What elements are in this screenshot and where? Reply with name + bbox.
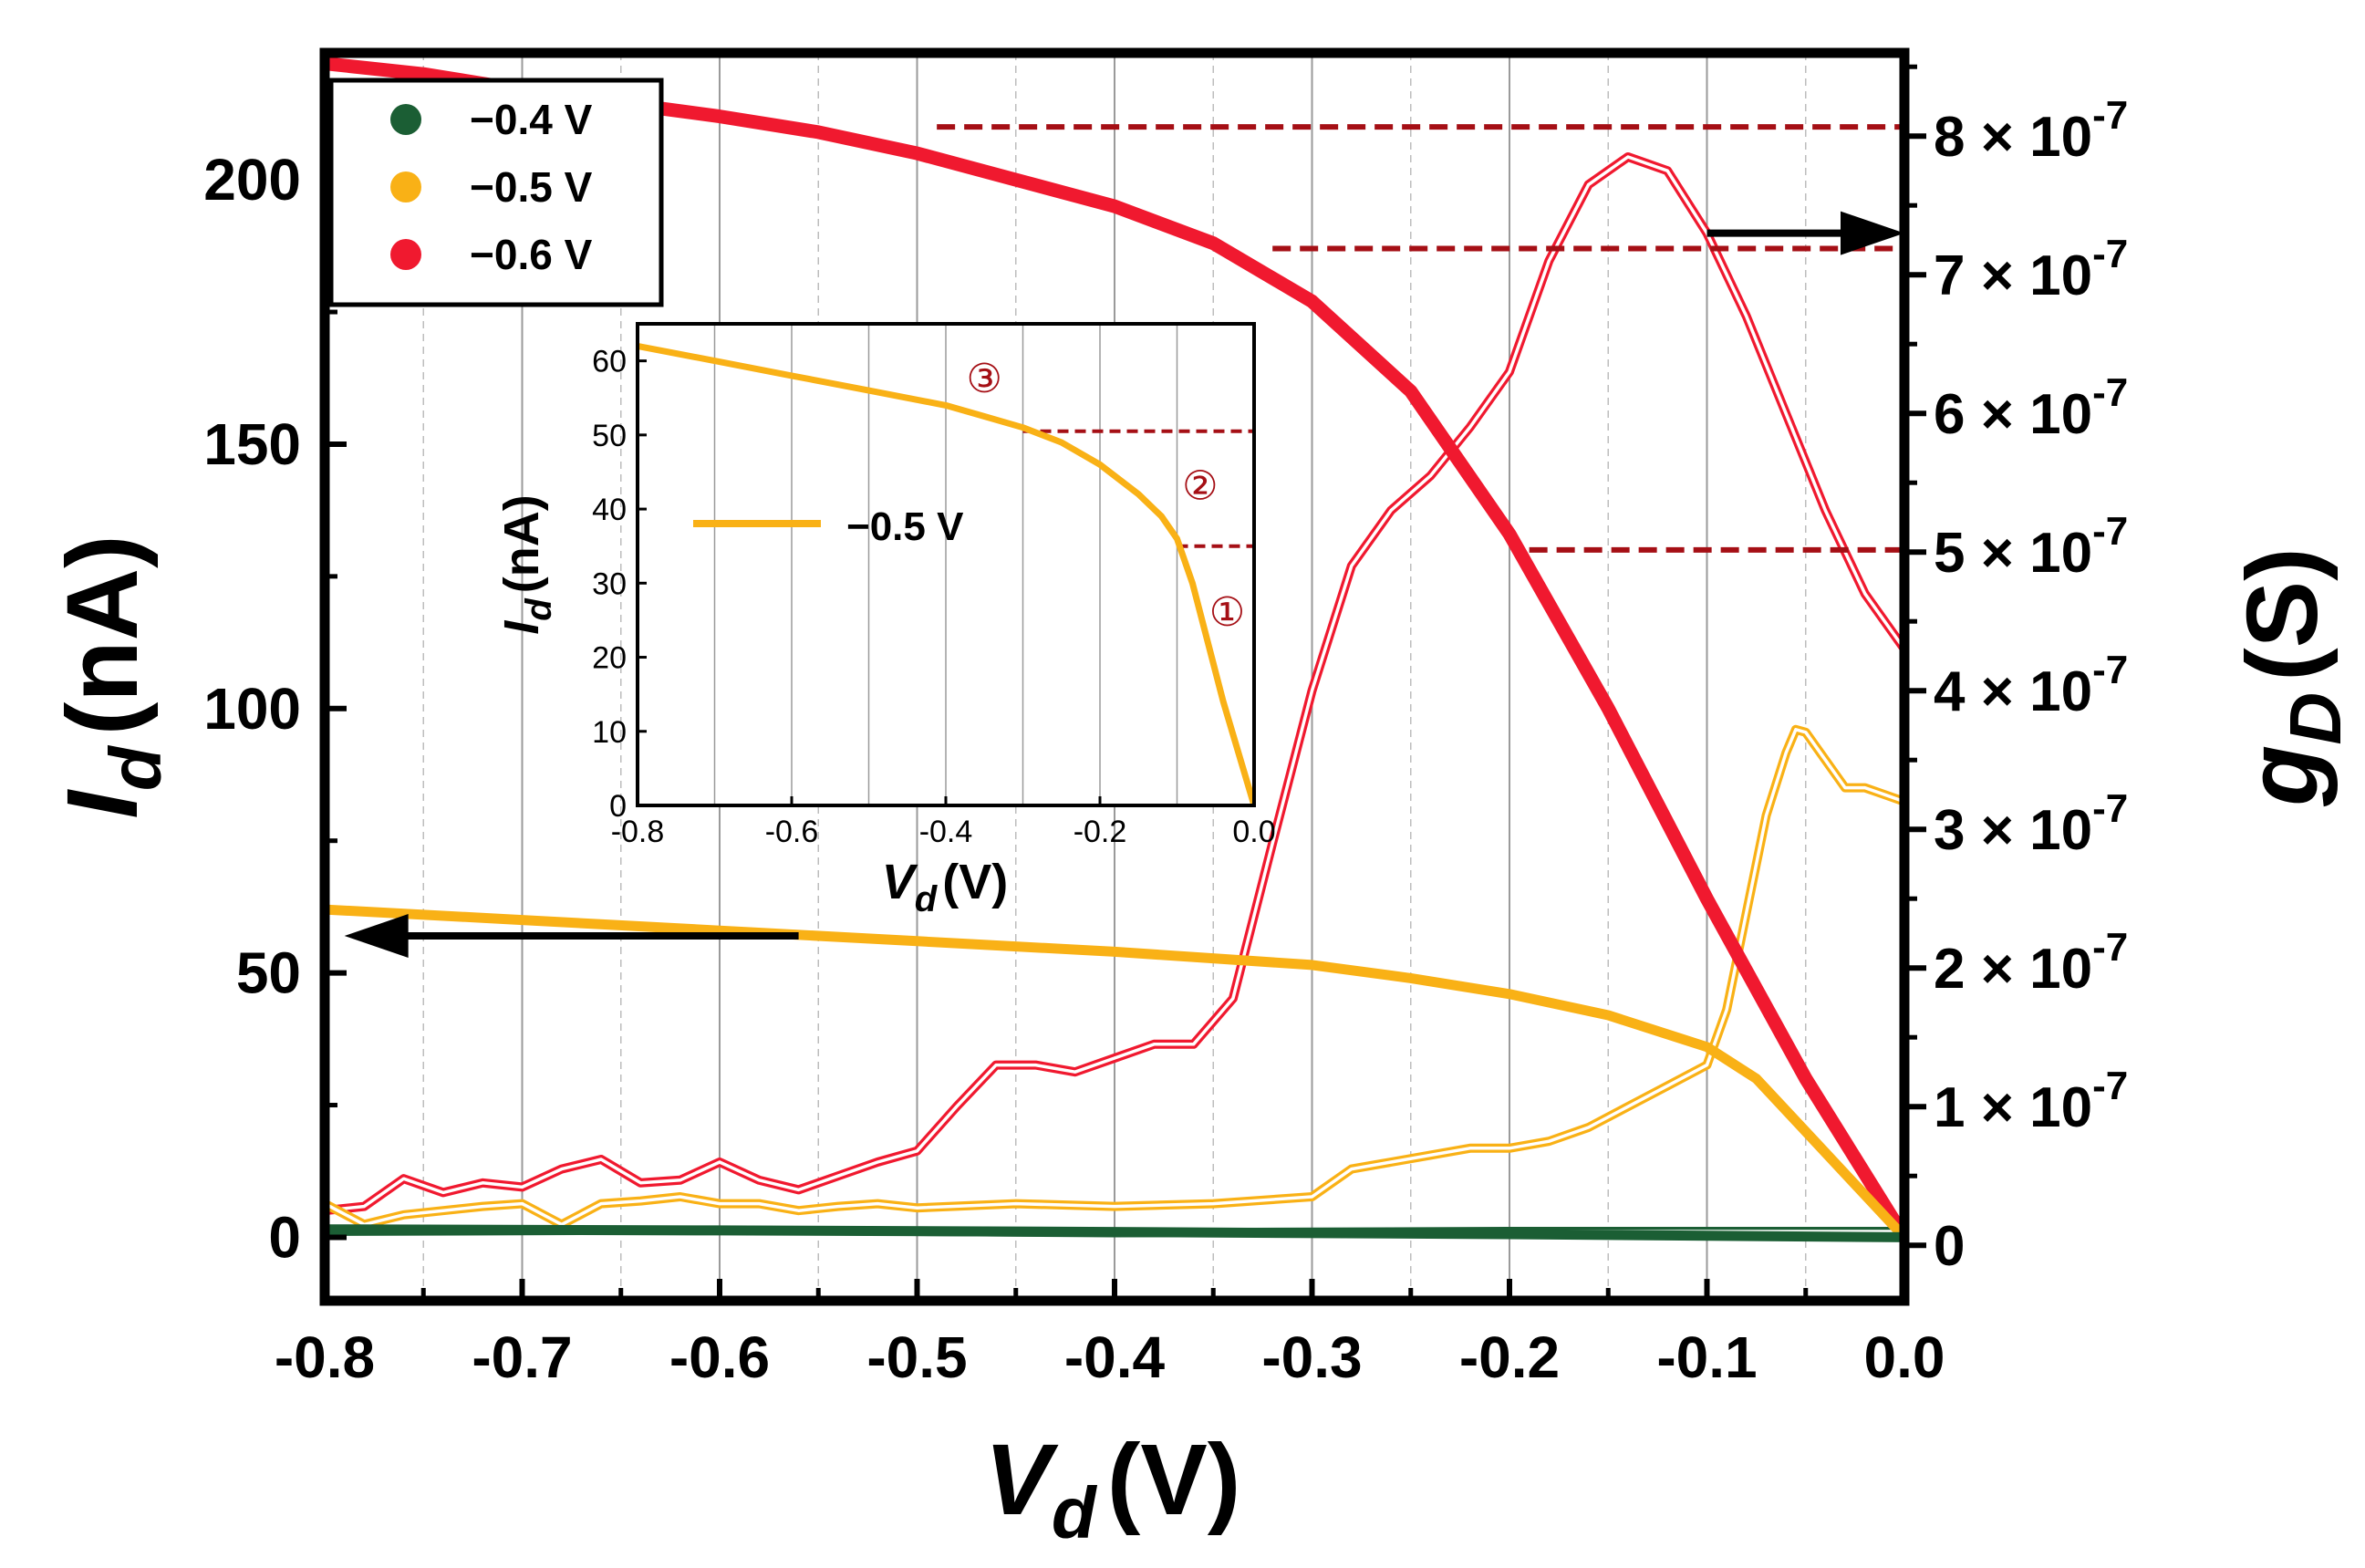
x-tick-label: -0.2 [1459,1324,1560,1390]
inset-y-tick-label: 10 [592,715,627,750]
x-tick-label: -0.3 [1261,1324,1362,1390]
x-tick-label: 0.0 [1864,1324,1945,1390]
x-axis-title: Vd (V) [985,1424,1241,1553]
inset-x-tick-label: -0.8 [611,815,665,849]
inset-y-axis-title: Id(nA) [494,494,559,634]
inset-y-tick-label: 20 [592,641,627,676]
y-left-tick-label: 200 [203,147,301,213]
conductance-curve [325,728,1904,1227]
legend-marker [390,239,421,270]
legend-label: −0.6 V [470,231,593,278]
y-right-tick-label: 2 × 10-7 [1934,925,2128,1001]
inset-current-curve [638,342,1254,805]
x-tick-label: -0.1 [1656,1324,1757,1390]
inset-x-tick-label: 0.0 [1232,815,1275,849]
y-right-tick-label: 4 × 10-7 [1934,648,2128,723]
y-axis-left-title: Id(nA) [47,535,176,818]
x-tick-label: -0.6 [669,1324,770,1390]
y-axis-right-title: gD(S) [2226,547,2356,807]
y-right-tick-label: 0 [1934,1215,1965,1278]
annotations [344,124,1904,959]
inset-region-label: ② [1182,464,1218,509]
y-right-tick-label: 5 × 10-7 [1934,509,2128,585]
inset-y-tick-label: 30 [592,566,627,601]
inset-region-label: ① [1209,590,1245,635]
legend-label: −0.4 V [470,96,593,143]
legend: −0.4 V −0.5 V −0.6 V [328,78,664,307]
inset-region-label: ③ [967,357,1002,401]
inset-x-tick-label: -0.2 [1074,815,1127,849]
conductance-curve [325,155,1904,1212]
inset-x-axis-title: Vd (V) [882,855,1008,919]
inset-y-tick-label: 0 [609,789,627,824]
legend-marker [390,104,421,135]
inset-x-tick-label: -0.4 [919,815,973,849]
legend-box [328,78,664,307]
axis-ticks: -0.8 -0.7 -0.6 -0.5 -0.4 -0.3 -0.2 -0.1 0.0 0 50 10… [203,64,2128,1390]
inset-y-tick-label: 60 [592,345,627,379]
inset-y-tick-label: 40 [592,493,627,527]
inset-y-tick-label: 50 [592,419,627,453]
inset-chart: ① ② ③ -0.8 -0.6 -0.4 -0.2 0.0 0 10 20 30 40 50 60 Vd (V… [494,322,1276,919]
y-right-tick-label: 3 × 10-7 [1934,786,2128,862]
inset-legend-label: −0.5 V [846,504,964,549]
plot-area [325,57,1904,1244]
y-right-tick-label: 7 × 10-7 [1934,232,2128,307]
legend-label: −0.5 V [470,163,593,211]
x-tick-label: -0.7 [472,1324,572,1390]
y-right-tick-label: 6 × 10-7 [1934,370,2128,446]
arrow-right-head [1841,211,1904,255]
inset-plot-area [638,342,1254,805]
legend-marker [390,171,421,202]
arrow-left-head [344,914,409,959]
y-left-tick-label: 150 [203,411,301,477]
x-tick-label: -0.5 [866,1324,967,1390]
inset-x-tick-label: -0.6 [765,815,819,849]
current-curve [325,1224,1904,1242]
x-tick-label: -0.4 [1064,1324,1166,1390]
y-right-tick-label: 8 × 10-7 [1934,93,2128,169]
y-left-tick-label: 0 [268,1204,301,1270]
x-tick-label: -0.8 [275,1324,375,1390]
y-left-tick-label: 100 [203,676,301,742]
inset-grid-lines [713,324,1178,805]
y-left-tick-label: 50 [236,940,301,1006]
inset-axis-ticks: ① ② ③ -0.8 -0.6 -0.4 -0.2 0.0 0 10 20 30 40 50 60 [592,345,1275,849]
y-right-tick-label: 1 × 10-7 [1934,1064,2128,1139]
